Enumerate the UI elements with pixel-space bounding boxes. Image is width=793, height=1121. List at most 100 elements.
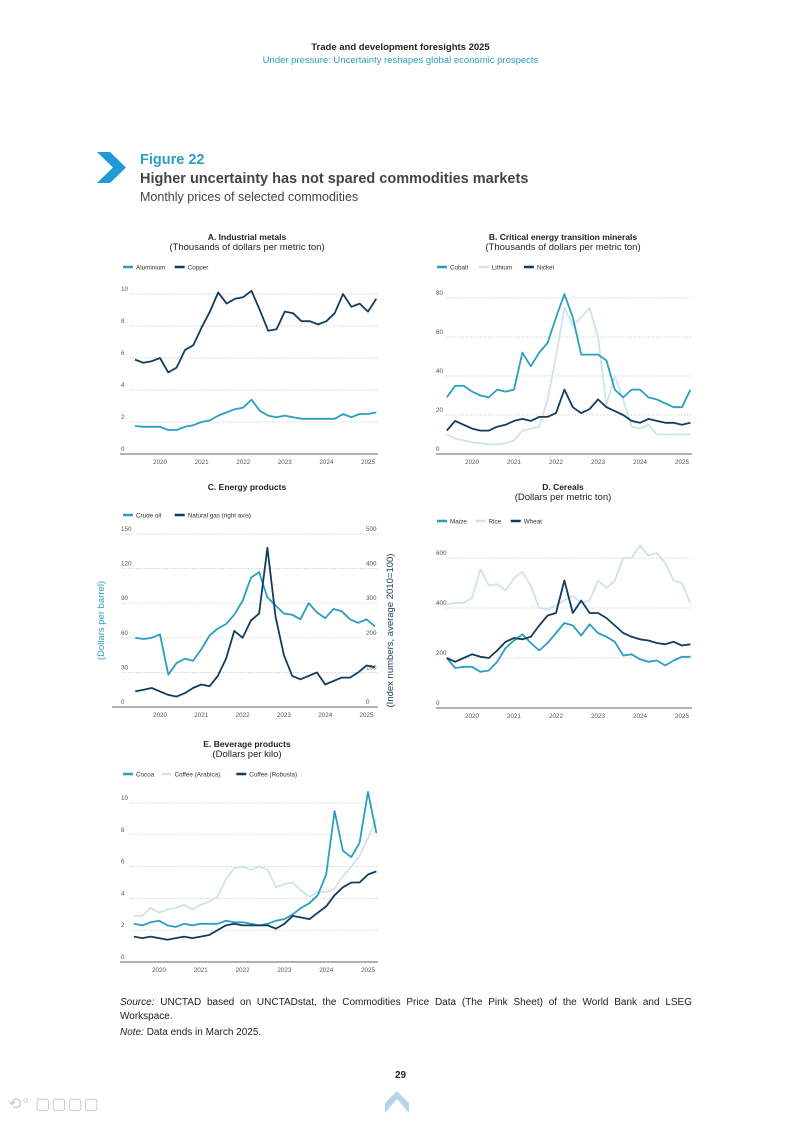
y-tick-label: 0 bbox=[121, 954, 125, 961]
y-right-axis-label: (Index numbers, average 2010=100) bbox=[385, 554, 396, 708]
report-subtitle: Under pressure: Uncertainty reshapes glo… bbox=[262, 55, 539, 66]
x-tick-label: 2025 bbox=[361, 967, 376, 974]
y-tick-label: 4 bbox=[121, 890, 125, 897]
series-line-nickel bbox=[446, 388, 691, 432]
x-tick-label: 2025 bbox=[361, 459, 376, 466]
x-tick-label: 2022 bbox=[236, 712, 251, 719]
y-tick-label: 60 bbox=[436, 329, 444, 336]
y-tick-label: 0 bbox=[121, 699, 125, 706]
x-tick-label: 2020 bbox=[152, 967, 167, 974]
x-tick-label: 2020 bbox=[465, 459, 480, 466]
legend-label: Aluminium bbox=[136, 264, 165, 271]
note-text: Data ends in March 2025. bbox=[146, 1027, 262, 1038]
x-tick-label: 2024 bbox=[633, 459, 648, 466]
series-line-natural-gas-right-axis bbox=[135, 546, 375, 698]
x-tick-label: 2025 bbox=[359, 712, 374, 719]
y-tick-label: 8 bbox=[121, 318, 125, 325]
x-tick-label: 2020 bbox=[153, 459, 168, 466]
report-title: Trade and development foresights 2025 bbox=[311, 42, 490, 53]
legend-label: Cocoa bbox=[136, 771, 155, 778]
y-tick-label: 10 bbox=[121, 795, 129, 802]
series-line-coffee-robusta bbox=[133, 870, 377, 941]
x-tick-label: 2024 bbox=[318, 712, 333, 719]
x-tick-label: 2021 bbox=[194, 967, 209, 974]
y-tick-label: 2 bbox=[121, 414, 125, 421]
source-text: UNCTAD based on UNCTADstat, the Commodit… bbox=[120, 997, 693, 1022]
legend-label: Natural gas (right axis) bbox=[188, 512, 251, 519]
legend-label: Coffee (Arabica) bbox=[175, 771, 221, 778]
source-note: Source: UNCTAD based on UNCTADstat, the … bbox=[120, 996, 692, 1023]
x-tick-label: 2021 bbox=[194, 712, 209, 719]
data-note: Note: Data ends in March 2025. bbox=[120, 1027, 261, 1038]
y-tick-label: 200 bbox=[436, 650, 447, 657]
source-label: Source: bbox=[120, 997, 155, 1008]
x-tick-label: 2023 bbox=[277, 712, 292, 719]
y-right-tick-label: 400 bbox=[366, 561, 377, 568]
chart-subtitle: (Thousands of dollars per metric ton) bbox=[169, 242, 324, 253]
x-tick-label: 2020 bbox=[465, 713, 480, 720]
y-tick-label: 8 bbox=[121, 827, 125, 834]
watermark: ⟲° ▢▢▢▢ bbox=[8, 1096, 100, 1113]
legend-label: Coffee (Robusta) bbox=[249, 771, 297, 778]
y-tick-label: 6 bbox=[121, 350, 125, 357]
y-tick-label: 600 bbox=[436, 550, 447, 557]
series-line-lithium bbox=[446, 306, 691, 446]
y-tick-label: 6 bbox=[121, 859, 125, 866]
x-tick-label: 2024 bbox=[319, 967, 334, 974]
series-line-coffee-arabica bbox=[133, 818, 378, 917]
x-tick-label: 2021 bbox=[507, 713, 522, 720]
x-tick-label: 2022 bbox=[549, 459, 564, 466]
series-line-cobalt bbox=[446, 293, 692, 409]
y-tick-label: 20 bbox=[436, 407, 444, 414]
x-tick-label: 2022 bbox=[236, 967, 251, 974]
y-tick-label: 40 bbox=[436, 368, 444, 375]
y-right-tick-label: 100 bbox=[366, 664, 377, 671]
legend-label: Rice bbox=[489, 518, 502, 525]
x-tick-label: 2021 bbox=[507, 459, 522, 466]
figure-title: Higher uncertainty has not spared commod… bbox=[140, 171, 529, 187]
chart-subtitle: (Thousands of dollars per metric ton) bbox=[485, 242, 640, 253]
legend-label: Crude oil bbox=[136, 512, 161, 519]
y-right-tick-label: 0 bbox=[366, 699, 370, 706]
series-line-wheat bbox=[446, 579, 691, 663]
x-tick-label: 2025 bbox=[675, 713, 690, 720]
x-tick-label: 2023 bbox=[591, 713, 606, 720]
x-tick-label: 2022 bbox=[236, 459, 251, 466]
chart-title: C. Energy products bbox=[208, 482, 287, 492]
chart-subtitle: (Dollars per metric ton) bbox=[515, 492, 612, 503]
page-number: 29 bbox=[394, 1070, 407, 1081]
y-right-tick-label: 500 bbox=[366, 526, 377, 533]
y-tick-label: 2 bbox=[121, 922, 125, 929]
x-tick-label: 2025 bbox=[675, 459, 690, 466]
series-line-copper bbox=[134, 289, 378, 374]
series-line-crude-oil bbox=[135, 571, 376, 676]
figure-subtitle: Monthly prices of selected commodities bbox=[140, 190, 359, 204]
x-tick-label: 2022 bbox=[549, 713, 564, 720]
x-tick-label: 2024 bbox=[319, 459, 334, 466]
figure-label: Figure 22 bbox=[140, 152, 205, 168]
x-tick-label: 2020 bbox=[153, 712, 168, 719]
chart-subtitle: (Dollars per kilo) bbox=[212, 749, 281, 760]
legend-label: Copper bbox=[188, 264, 209, 271]
y-tick-label: 150 bbox=[121, 526, 132, 533]
legend-label: Lithium bbox=[492, 264, 512, 271]
y-right-tick-label: 200 bbox=[366, 630, 377, 637]
legend-label: Nickel bbox=[537, 264, 554, 271]
series-line-maize bbox=[446, 622, 691, 673]
chart-title: B. Critical energy transition minerals bbox=[489, 232, 638, 242]
y-tick-label: 10 bbox=[121, 286, 129, 293]
x-tick-label: 2023 bbox=[277, 967, 292, 974]
chart-title: E. Beverage products bbox=[203, 739, 291, 749]
x-tick-label: 2021 bbox=[195, 459, 210, 466]
x-tick-label: 2023 bbox=[278, 459, 293, 466]
x-tick-label: 2024 bbox=[633, 713, 648, 720]
y-tick-label: 0 bbox=[121, 446, 125, 453]
legend-label: Wheat bbox=[524, 518, 542, 525]
chart-title: D. Cereals bbox=[542, 482, 584, 492]
y-tick-label: 60 bbox=[121, 630, 129, 637]
y-tick-label: 0 bbox=[436, 446, 440, 453]
y-tick-label: 4 bbox=[121, 382, 125, 389]
x-tick-label: 2023 bbox=[591, 459, 606, 466]
chevron-up-icon[interactable] bbox=[385, 1091, 409, 1113]
